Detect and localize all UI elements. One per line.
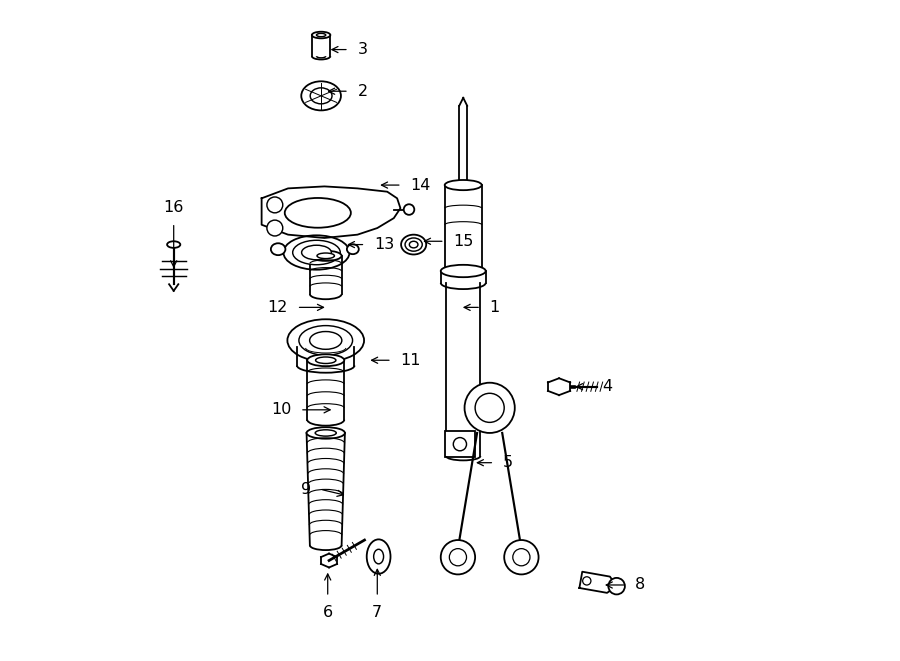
Circle shape [608, 578, 625, 594]
Ellipse shape [366, 539, 391, 574]
Text: 6: 6 [323, 605, 333, 620]
Text: 15: 15 [454, 234, 473, 249]
Ellipse shape [310, 251, 342, 261]
Text: 7: 7 [373, 605, 382, 620]
Ellipse shape [312, 32, 330, 38]
Ellipse shape [401, 235, 427, 254]
Polygon shape [262, 186, 400, 238]
Ellipse shape [287, 319, 365, 362]
Text: 14: 14 [410, 178, 431, 192]
Ellipse shape [317, 253, 335, 258]
Circle shape [454, 438, 466, 451]
Ellipse shape [310, 332, 342, 349]
Ellipse shape [302, 245, 331, 260]
Ellipse shape [302, 81, 341, 110]
Circle shape [582, 577, 591, 585]
Circle shape [464, 383, 515, 433]
Ellipse shape [316, 357, 336, 364]
Text: 2: 2 [357, 84, 367, 98]
Polygon shape [580, 572, 616, 593]
Ellipse shape [310, 88, 332, 104]
Text: 5: 5 [503, 455, 513, 470]
Ellipse shape [346, 245, 359, 254]
Circle shape [475, 393, 504, 422]
Ellipse shape [307, 354, 344, 366]
Circle shape [267, 197, 283, 213]
Ellipse shape [167, 241, 180, 248]
Circle shape [449, 549, 466, 566]
Text: 3: 3 [357, 42, 367, 57]
Ellipse shape [410, 241, 418, 248]
Ellipse shape [405, 238, 422, 251]
Ellipse shape [315, 430, 337, 436]
Ellipse shape [441, 265, 486, 277]
Ellipse shape [284, 235, 349, 270]
Text: 12: 12 [267, 300, 288, 315]
Ellipse shape [292, 241, 340, 264]
Circle shape [404, 204, 414, 215]
Bar [445, 431, 475, 457]
Circle shape [513, 549, 530, 566]
Text: 9: 9 [302, 482, 311, 496]
Text: 10: 10 [271, 403, 292, 417]
Text: 8: 8 [635, 578, 645, 592]
Ellipse shape [307, 427, 345, 439]
Polygon shape [548, 378, 571, 395]
Circle shape [267, 220, 283, 236]
Text: 13: 13 [374, 237, 394, 252]
Ellipse shape [299, 326, 353, 355]
Circle shape [441, 540, 475, 574]
Ellipse shape [445, 180, 482, 190]
Text: 11: 11 [400, 353, 421, 368]
Ellipse shape [271, 243, 285, 255]
Text: 16: 16 [164, 200, 184, 215]
Text: 4: 4 [602, 379, 612, 394]
Ellipse shape [284, 198, 351, 227]
Ellipse shape [317, 33, 326, 36]
Circle shape [504, 540, 538, 574]
Ellipse shape [374, 549, 383, 564]
Text: 1: 1 [490, 300, 500, 315]
